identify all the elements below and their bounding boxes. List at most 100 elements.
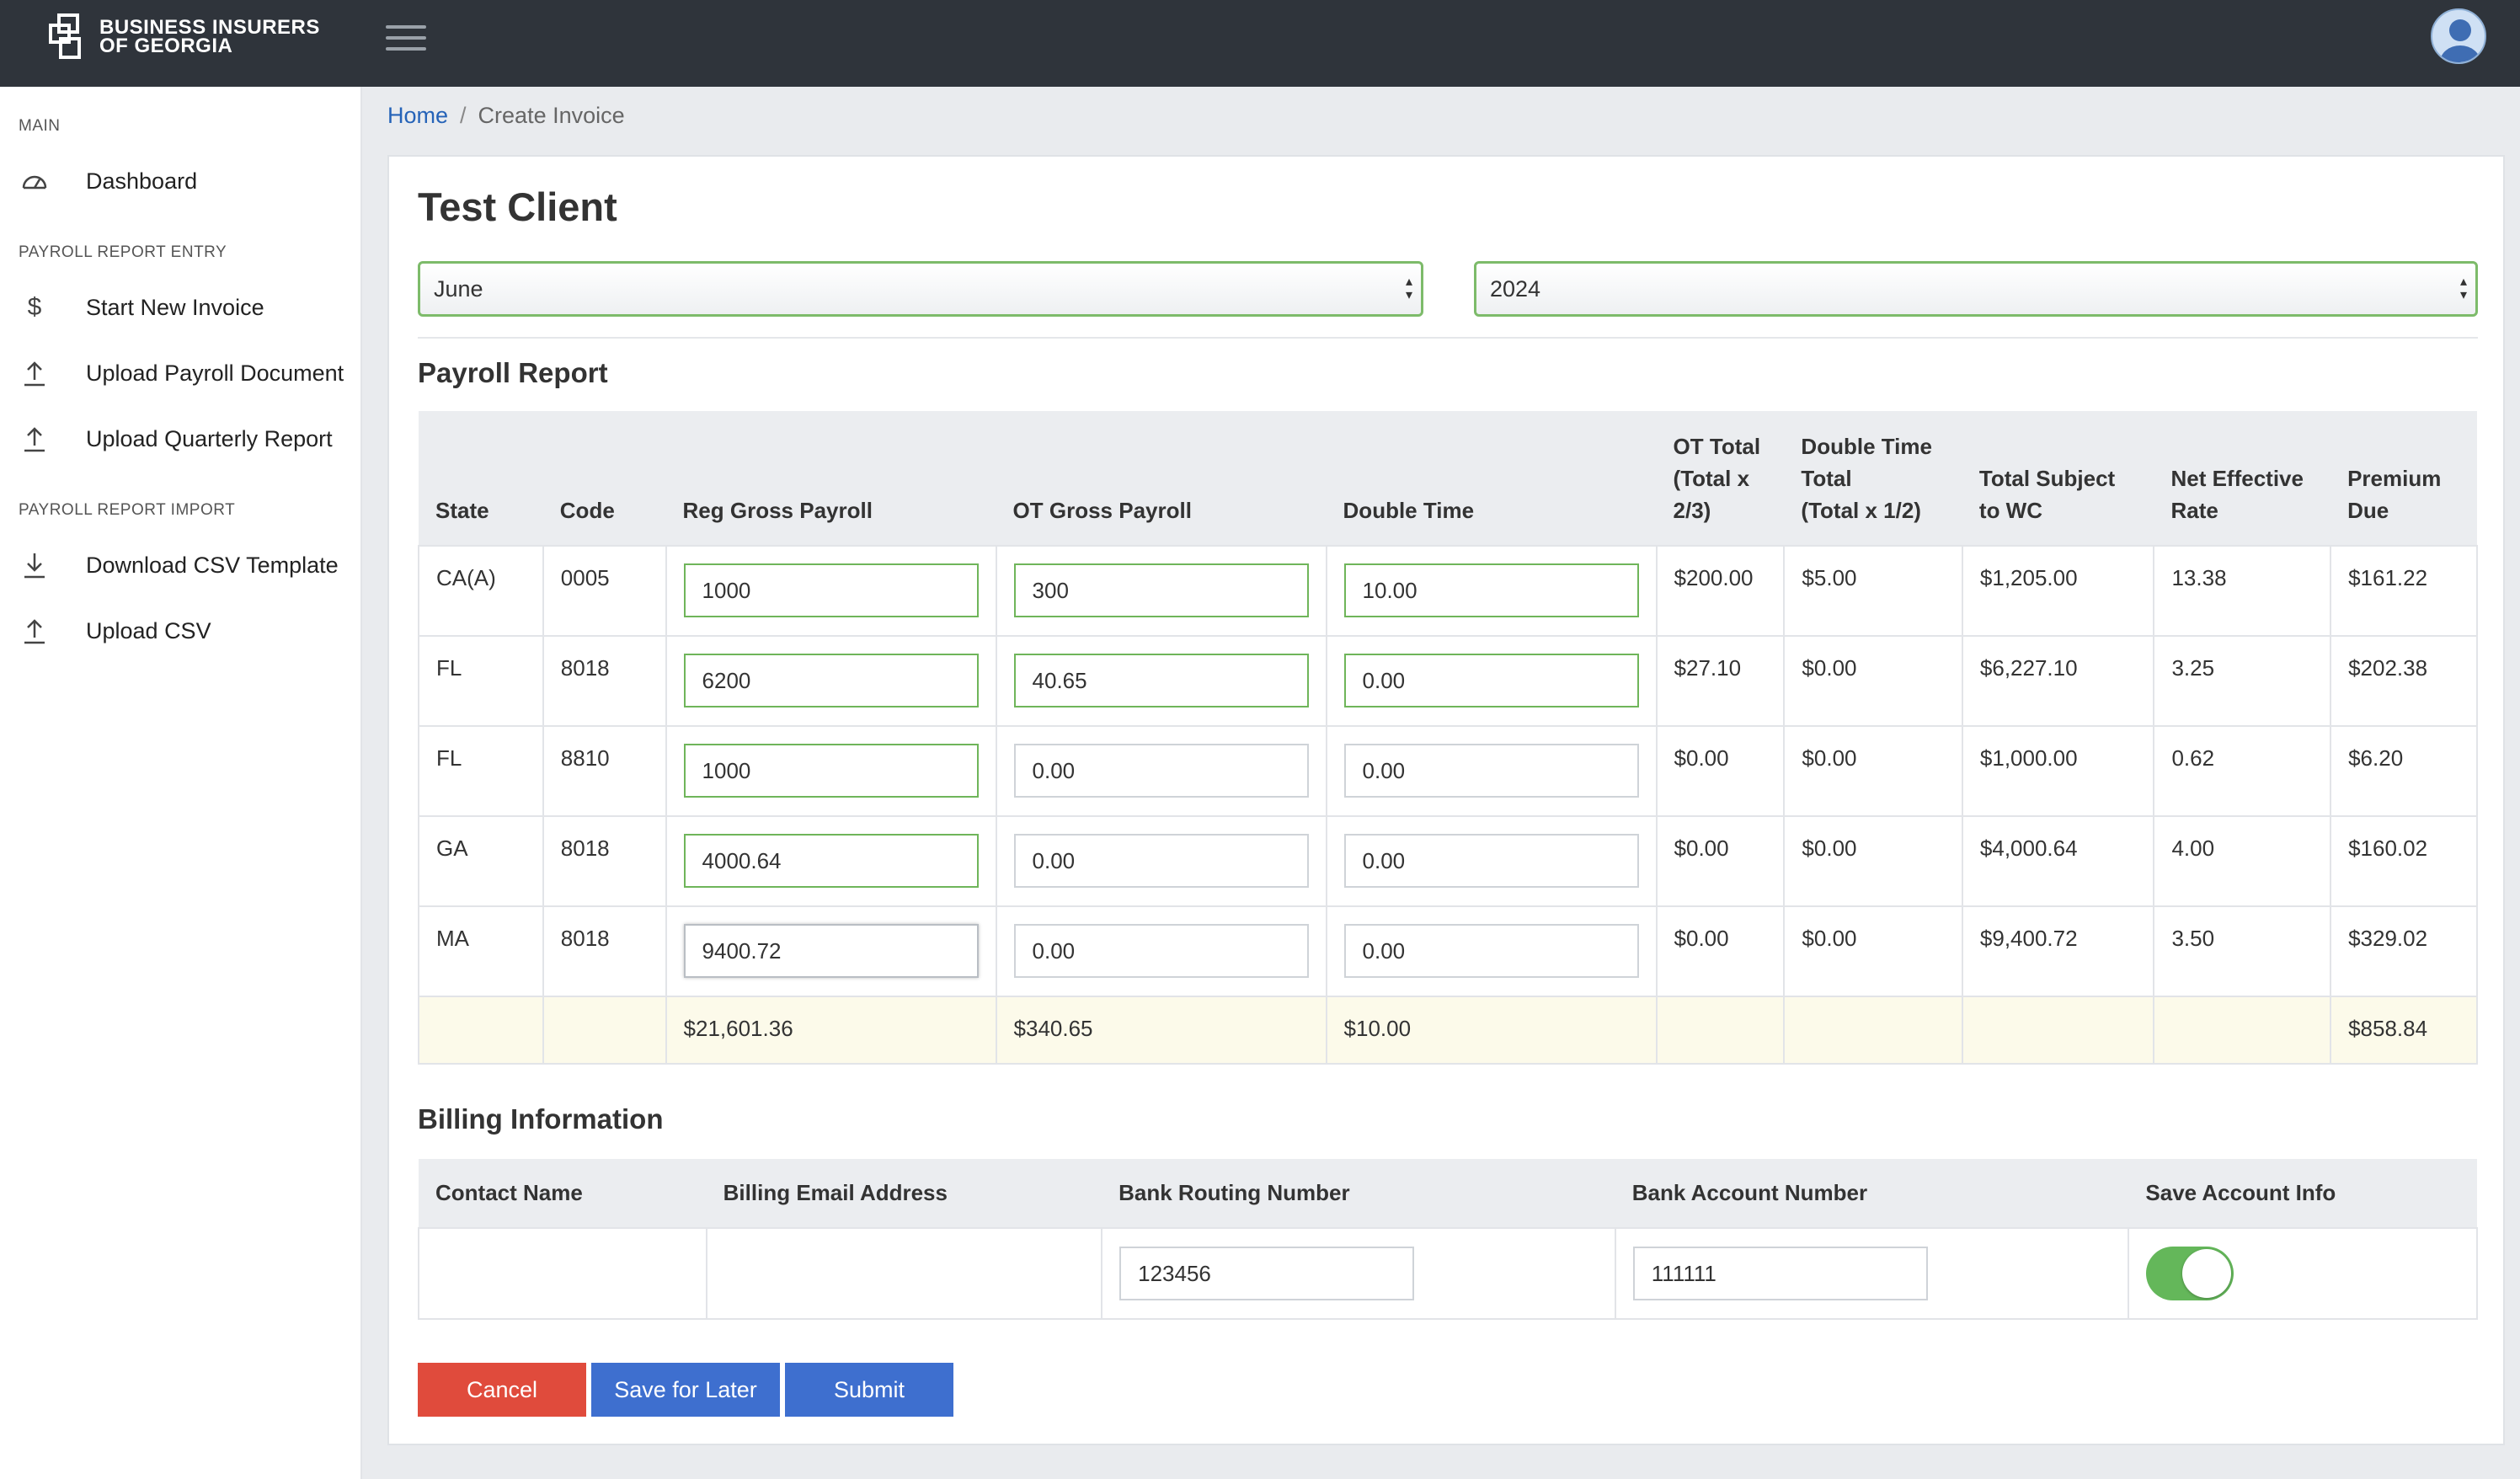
cell-dt-total: $0.00 <box>1783 635 1963 727</box>
total-ot-gross: $340.65 <box>995 996 1327 1065</box>
sidebar-item-label: Upload CSV <box>86 617 211 643</box>
routing-number-input[interactable]: 123456 <box>1119 1247 1415 1300</box>
ot-gross-input[interactable]: 40.65 <box>1013 654 1309 707</box>
col-header-routing-number: Bank Routing Number <box>1102 1159 1615 1228</box>
sidebar-item-download-csv-template[interactable]: Download CSV Template <box>19 547 347 584</box>
toggle-knob <box>2182 1249 2232 1298</box>
ot-gross-input[interactable]: 0.00 <box>1013 924 1309 978</box>
sidebar-section-main: MAIN <box>19 117 61 135</box>
cell-empty <box>1655 996 1786 1065</box>
save-for-later-button[interactable]: Save for Later <box>591 1363 780 1417</box>
total-premium-due: $858.84 <box>2330 996 2478 1065</box>
cell-state: GA <box>418 815 544 907</box>
sidebar-section-payroll-import: PAYROLL REPORT IMPORT <box>19 501 236 519</box>
breadcrumb-home-link[interactable]: Home <box>387 103 449 128</box>
header-line: (Total x <box>1673 466 1750 491</box>
ot-gross-input[interactable]: 300 <box>1013 563 1309 617</box>
header-line: OT Total <box>1673 434 1761 459</box>
reg-gross-input[interactable]: 1000 <box>683 563 979 617</box>
select-arrows-icon: ▴ ▾ <box>1405 275 1412 302</box>
cell-empty <box>1961 996 2155 1065</box>
total-reg-gross: $21,601.36 <box>665 996 997 1065</box>
sidebar-section-payroll-entry: PAYROLL REPORT ENTRY <box>19 243 227 261</box>
header-line: Double Time <box>1801 434 1932 459</box>
divider <box>418 337 2478 339</box>
account-number-input[interactable]: 111111 <box>1632 1247 1928 1300</box>
double-time-input[interactable]: 0.00 <box>1343 654 1639 707</box>
cell-ot-total: $0.00 <box>1655 725 1786 817</box>
year-select[interactable]: 2024 ▴ ▾ <box>1474 261 2478 317</box>
cell-state: MA <box>418 905 544 997</box>
table-row: CA(A) 0005 1000 300 10.00 $200.00 $5.00 … <box>418 545 2478 637</box>
double-time-input[interactable]: 0.00 <box>1343 834 1639 888</box>
col-header-account-number: Bank Account Number <box>1615 1159 2129 1228</box>
reg-gross-input[interactable]: 1000 <box>683 744 979 798</box>
logo-mark-icon <box>49 13 89 61</box>
submit-button[interactable]: Submit <box>785 1363 953 1417</box>
sidebar: MAIN Dashboard PAYROLL REPORT ENTRY $ St… <box>0 87 362 1479</box>
cell-code: 8018 <box>542 815 667 907</box>
sidebar-item-label: Upload Payroll Document <box>86 360 344 386</box>
table-row: MA 8018 9400.72 0.00 0.00 $0.00 $0.00 $9… <box>418 905 2478 997</box>
col-header-dt-total: Double Time Total (Total x 1/2) <box>1784 411 1962 546</box>
header-line: Total Subject <box>1978 466 2116 491</box>
cell-empty <box>1783 996 1963 1065</box>
total-double-time: $10.00 <box>1325 996 1658 1065</box>
double-time-input[interactable]: 10.00 <box>1343 563 1639 617</box>
sidebar-item-upload-csv[interactable]: Upload CSV <box>19 612 347 649</box>
cell-empty <box>2153 996 2332 1065</box>
top-bar: BUSINESS INSURERS OF GEORGIA <box>0 0 2520 87</box>
double-time-input[interactable]: 0.00 <box>1343 924 1639 978</box>
sidebar-item-dashboard[interactable]: Dashboard <box>19 163 347 200</box>
reg-gross-input[interactable]: 4000.64 <box>683 834 979 888</box>
col-header-save-account-info: Save Account Info <box>2128 1159 2477 1228</box>
cell-premium-due: $161.22 <box>2330 545 2478 637</box>
sidebar-item-label: Start New Invoice <box>86 294 264 320</box>
sidebar-item-label: Dashboard <box>86 168 198 194</box>
col-header-state[interactable]: State <box>419 411 543 546</box>
ot-gross-input[interactable]: 0.00 <box>1013 744 1309 798</box>
reg-gross-input[interactable]: 6200 <box>683 654 979 707</box>
month-select[interactable]: June ▴ ▾ <box>418 261 1423 317</box>
cell-state: CA(A) <box>418 545 544 637</box>
payroll-table: State Code Reg Gross Payroll OT Gross Pa… <box>418 411 2478 1065</box>
cell-net-rate: 0.62 <box>2153 725 2332 817</box>
col-header-ot-gross: OT Gross Payroll <box>996 411 1327 546</box>
cell-net-rate: 3.50 <box>2153 905 2332 997</box>
col-header-contact-name: Contact Name <box>419 1159 707 1228</box>
sidebar-item-upload-quarterly-report[interactable]: Upload Quarterly Report <box>19 420 347 457</box>
cell-premium-due: $6.20 <box>2330 725 2478 817</box>
ot-gross-input[interactable]: 0.00 <box>1013 834 1309 888</box>
cell-ot-total: $0.00 <box>1655 905 1786 997</box>
save-account-toggle[interactable] <box>2146 1247 2234 1300</box>
table-row: FL 8810 1000 0.00 0.00 $0.00 $0.00 $1,00… <box>418 725 2478 817</box>
year-select-value: 2024 <box>1490 275 1541 302</box>
cell-dt-total: $0.00 <box>1783 725 1963 817</box>
upload-icon <box>19 423 51 455</box>
double-time-input[interactable]: 0.00 <box>1343 744 1639 798</box>
sidebar-item-upload-payroll-document[interactable]: Upload Payroll Document <box>19 355 347 392</box>
cell-dt-total: $0.00 <box>1783 815 1963 907</box>
col-header-ot-total: OT Total (Total x 2/3) <box>1656 411 1785 546</box>
logo[interactable]: BUSINESS INSURERS OF GEORGIA <box>49 13 320 61</box>
col-header-reg-gross: Reg Gross Payroll <box>665 411 996 546</box>
cell-code: 8018 <box>542 905 667 997</box>
select-arrows-icon: ▴ ▾ <box>2459 275 2467 302</box>
reg-gross-input[interactable]: 9400.72 <box>683 924 979 978</box>
col-header-total-subject: Total Subject to WC <box>1962 411 2154 546</box>
sidebar-item-start-new-invoice[interactable]: $ Start New Invoice <box>19 289 347 326</box>
user-avatar-icon[interactable] <box>2431 8 2486 64</box>
header-line: (Total x 1/2) <box>1801 498 1921 523</box>
logo-line-2: OF GEORGIA <box>99 35 233 57</box>
hamburger-menu-icon[interactable] <box>386 24 426 52</box>
cancel-button[interactable]: Cancel <box>418 1363 586 1417</box>
cell-ot-total: $0.00 <box>1655 815 1786 907</box>
header-line: to WC <box>1978 498 2042 523</box>
cell-dt-total: $5.00 <box>1783 545 1963 637</box>
table-row: FL 8018 6200 40.65 0.00 $27.10 $0.00 $6,… <box>418 635 2478 727</box>
cell-state: FL <box>418 635 544 727</box>
cell-state: FL <box>418 725 544 817</box>
col-header-code[interactable]: Code <box>542 411 666 546</box>
cell-net-rate: 4.00 <box>2153 815 2332 907</box>
cell-premium-due: $202.38 <box>2330 635 2478 727</box>
